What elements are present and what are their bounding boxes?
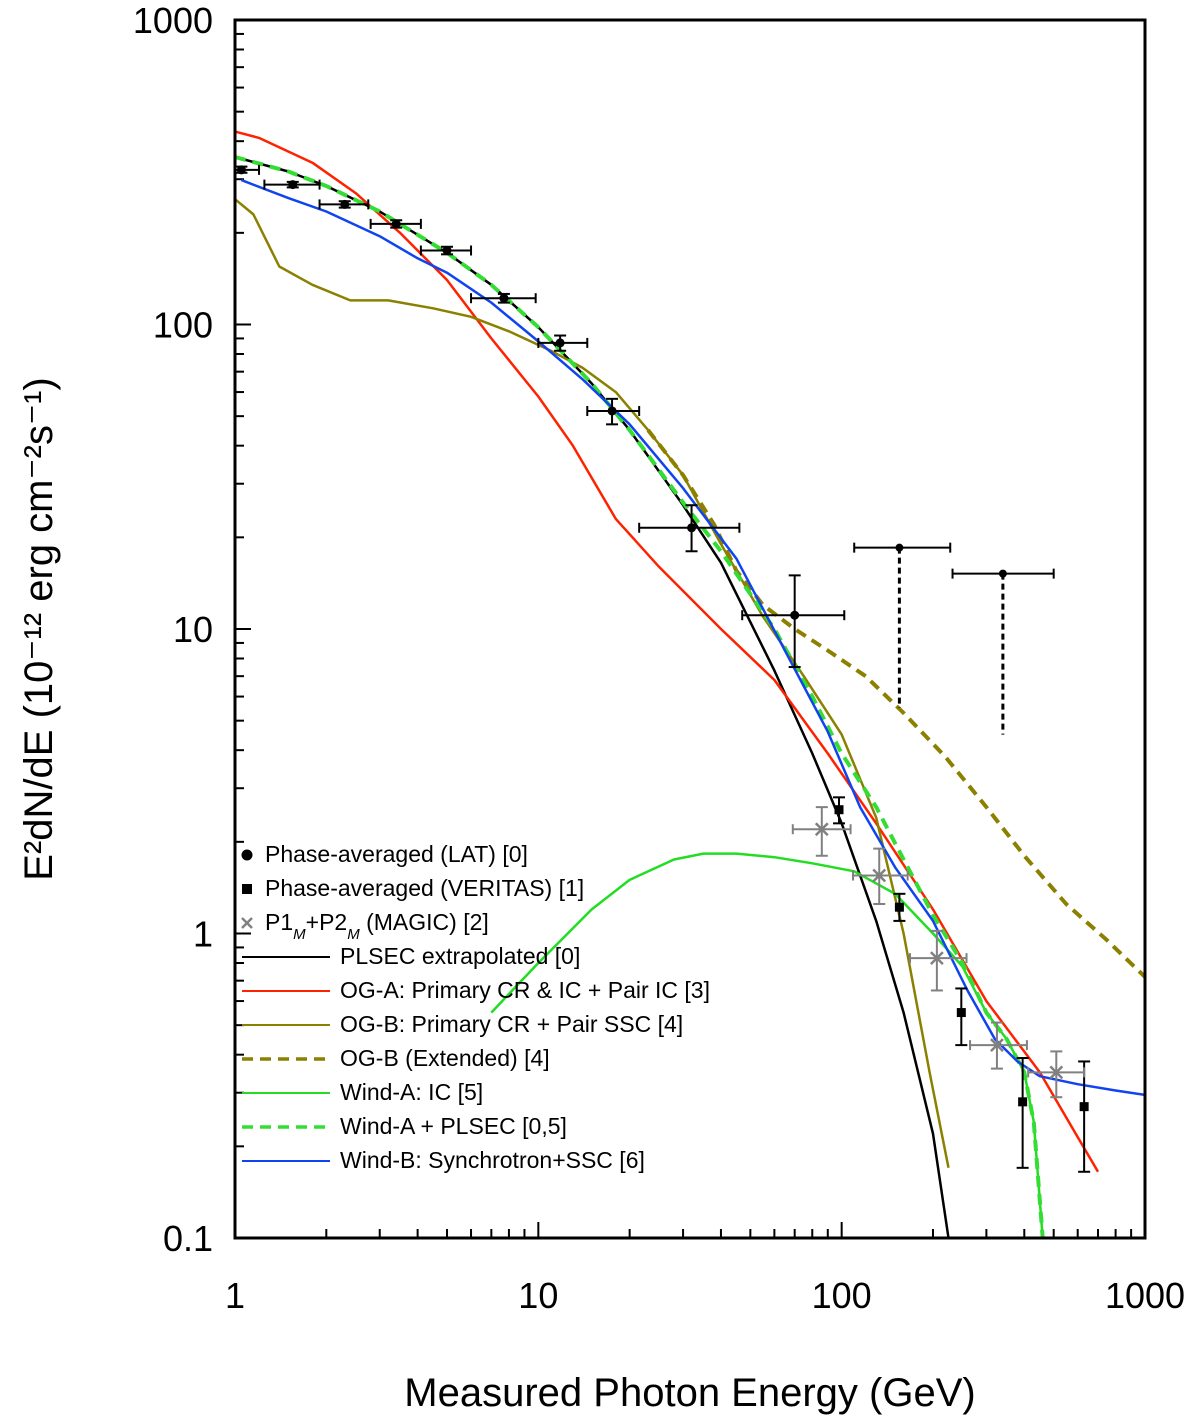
tick-labels: 1 10 100 1000 0.1 1 10 100 1000 <box>133 0 1185 1316</box>
legend: Phase-averaged (LAT) [0] Phase-averaged (… <box>241 841 710 1173</box>
legend-item-4: PLSEC extrapolated [0] <box>242 943 580 969</box>
data-points <box>234 164 1091 1173</box>
x-tick-label: 10 <box>518 1275 558 1316</box>
legend-item-2: Phase-averaged (VERITAS) [1] <box>242 875 584 901</box>
lat-point <box>607 406 617 416</box>
legend-label: Wind-A: IC [5] <box>340 1079 483 1105</box>
y-axis-title: E²dN/dE (10⁻¹² erg cm⁻²s⁻¹) <box>17 377 61 880</box>
legend-item-9: Wind-A + PLSEC [0,5] <box>242 1113 567 1139</box>
magic-point <box>1049 1065 1064 1080</box>
veritas-point <box>1079 1102 1089 1112</box>
y-tick-label: 10 <box>173 609 213 650</box>
x-tick-label: 100 <box>812 1275 872 1316</box>
legend-label: OG-A: Primary CR & IC + Pair IC [3] <box>340 977 710 1003</box>
veritas-point <box>1018 1097 1028 1107</box>
legend-label: Phase-averaged (LAT) [0] <box>265 841 528 867</box>
legend-item-1: Phase-averaged (LAT) [0] <box>241 841 528 867</box>
lat-point <box>288 180 298 190</box>
legend-text-part: P1 <box>265 909 293 935</box>
legend-text-part: +P2 <box>306 909 348 935</box>
magic-point <box>814 822 829 837</box>
lat-point <box>555 338 565 348</box>
y-tick-label: 1000 <box>133 0 213 41</box>
legend-item-7: OG-B (Extended) [4] <box>242 1045 550 1071</box>
legend-text-part: (MAGIC) [2] <box>360 909 489 935</box>
lat-point <box>687 523 697 533</box>
legend-item-3: P1M+P2M (MAGIC) [2] <box>241 909 489 943</box>
lat-point <box>442 245 452 255</box>
x-axis-title: Measured Photon Energy (GeV) <box>404 1371 975 1415</box>
legend-label: P1M+P2M (MAGIC) [2] <box>265 909 489 943</box>
plot-frame <box>233 18 1147 1240</box>
legend-item-10: Wind-B: Synchrotron+SSC [6] <box>242 1147 645 1173</box>
x-tick-label: 1 <box>225 1275 245 1316</box>
upper-limit-point <box>895 543 904 552</box>
legend-subscript: M <box>293 926 306 943</box>
legend-marker <box>242 884 252 894</box>
magic-point <box>990 1038 1004 1052</box>
lat-point <box>499 293 509 303</box>
legend-marker <box>241 849 253 861</box>
magic-point <box>929 951 944 966</box>
model-curves <box>234 130 1147 1239</box>
x-tick-label: 1000 <box>1105 1275 1185 1316</box>
legend-label: OG-B (Extended) [4] <box>340 1045 550 1071</box>
y-tick-label: 0.1 <box>163 1218 213 1259</box>
legend-label: Phase-averaged (VERITAS) [1] <box>265 875 584 901</box>
legend-label: Wind-B: Synchrotron+SSC [6] <box>340 1147 645 1173</box>
veritas-point <box>956 1008 966 1018</box>
curve-7 <box>240 178 1146 1097</box>
lat-point <box>790 610 800 620</box>
lat-point <box>391 219 401 229</box>
legend-label: Wind-A + PLSEC [0,5] <box>340 1113 567 1139</box>
veritas-point <box>894 902 904 912</box>
magic-point <box>872 868 887 883</box>
legend-item-5: OG-A: Primary CR & IC + Pair IC [3] <box>242 977 710 1003</box>
curve-3 <box>234 198 950 1169</box>
legend-marker <box>241 917 253 929</box>
veritas-point <box>834 805 844 815</box>
legend-item-6: OG-B: Primary CR + Pair SSC [4] <box>242 1011 683 1037</box>
y-tick-label: 100 <box>153 305 213 346</box>
legend-item-8: Wind-A: IC [5] <box>242 1079 483 1105</box>
legend-label: OG-B: Primary CR + Pair SSC [4] <box>340 1011 683 1037</box>
curve-6 <box>234 155 1045 1239</box>
legend-label: PLSEC extrapolated [0] <box>340 943 580 969</box>
y-tick-label: 1 <box>193 914 213 955</box>
legend-subscript: M <box>347 926 360 943</box>
lat-point <box>236 165 246 175</box>
curve-1 <box>234 155 950 1239</box>
lat-point <box>340 199 350 209</box>
curve-2 <box>234 130 1100 1173</box>
upper-limit-point <box>998 569 1007 578</box>
